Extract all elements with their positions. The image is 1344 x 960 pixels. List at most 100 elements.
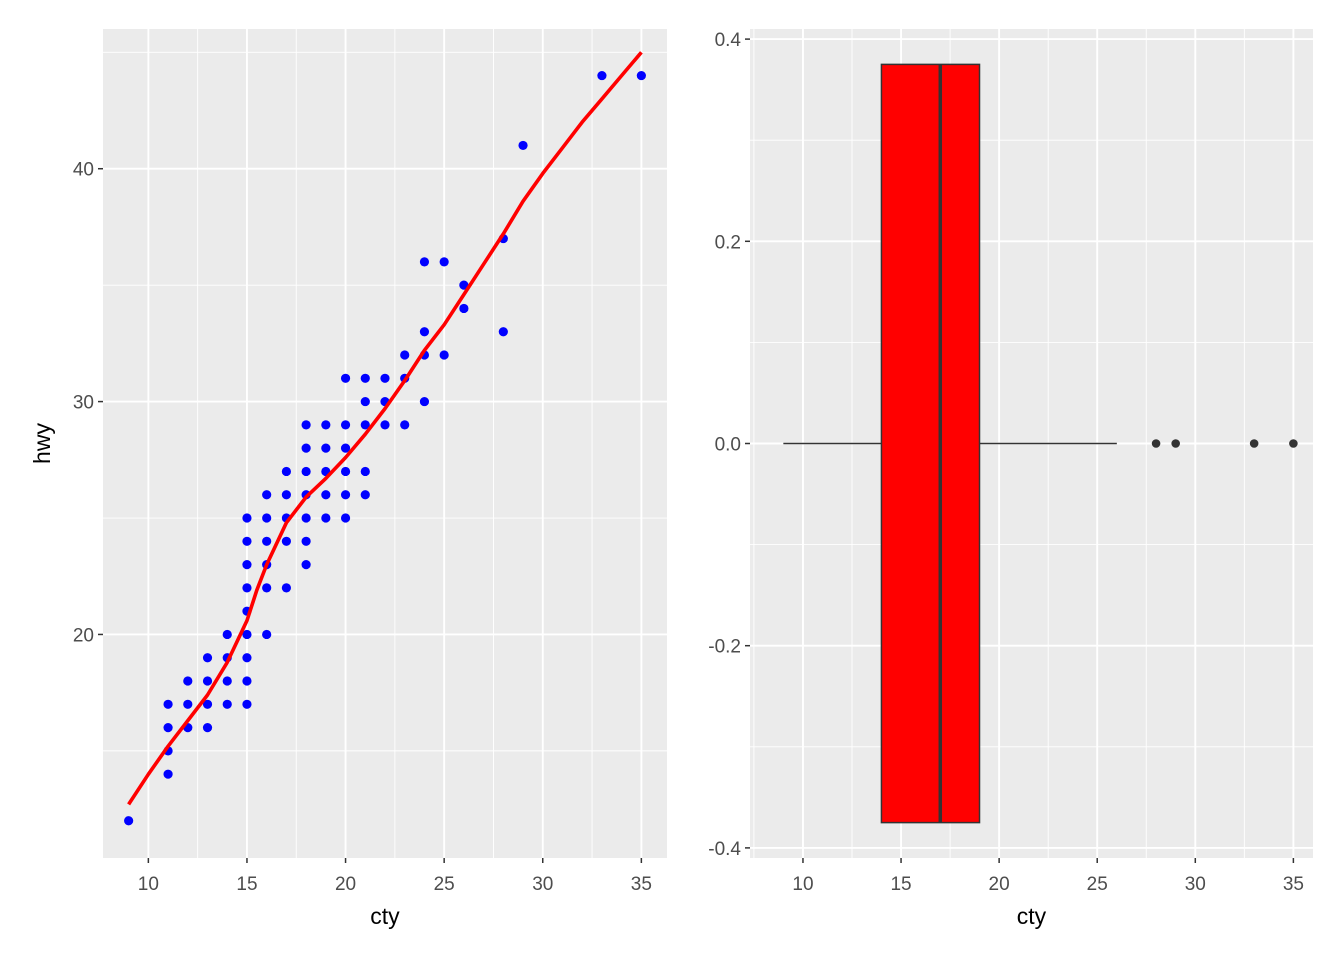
data-point	[340, 513, 351, 523]
data-point	[222, 676, 232, 686]
data-point	[163, 722, 173, 733]
data-point	[262, 536, 272, 546]
data-point	[321, 490, 331, 500]
data-point	[242, 513, 252, 523]
y-tick-label: 20	[73, 625, 94, 646]
data-point	[419, 257, 430, 267]
data-point	[380, 420, 390, 430]
y-tick-label: -0.4	[708, 839, 741, 860]
data-point	[400, 350, 410, 360]
data-point	[636, 70, 646, 81]
data-point	[321, 443, 331, 453]
x-tick-label: 20	[335, 874, 356, 895]
data-point	[183, 676, 193, 686]
y-tick-label: 40	[73, 160, 94, 181]
outlier-point	[1249, 439, 1259, 448]
x-axis-title: cty	[370, 903, 400, 929]
y-tick-label: 0.2	[715, 232, 741, 253]
data-point	[321, 420, 331, 430]
data-point	[380, 373, 390, 383]
x-tick-label: 35	[631, 874, 652, 895]
scatter-points	[124, 70, 646, 826]
data-point	[459, 303, 469, 314]
y-tick-label: 0.4	[715, 30, 742, 51]
data-point	[597, 70, 607, 81]
data-point	[301, 559, 311, 570]
data-point	[439, 257, 449, 267]
data-point	[439, 350, 449, 360]
scatter-panel: 10 15 20 25 30 35 20 30 40 cty hwy	[29, 29, 667, 929]
data-point	[242, 676, 252, 686]
data-point	[202, 676, 213, 686]
data-point	[340, 466, 351, 477]
data-point	[281, 466, 291, 477]
x-tick-label: 30	[1185, 874, 1206, 895]
data-point	[340, 490, 351, 500]
data-point	[360, 373, 370, 383]
x-tick-label: 20	[989, 874, 1010, 895]
data-point	[340, 420, 351, 430]
data-point	[301, 443, 311, 453]
data-point	[360, 420, 370, 430]
data-point	[419, 396, 430, 407]
data-point	[360, 466, 370, 477]
data-point	[202, 699, 213, 709]
data-point	[301, 536, 311, 546]
data-point	[301, 420, 311, 430]
smooth-trend-line	[127, 51, 643, 806]
data-point	[242, 699, 252, 709]
y-tick-label: 0.0	[715, 435, 741, 456]
data-point	[262, 490, 272, 500]
data-point	[301, 513, 311, 523]
data-point	[340, 443, 351, 453]
data-point	[459, 280, 469, 290]
data-point	[518, 140, 528, 151]
x-tick-label: 10	[792, 874, 813, 895]
data-point	[301, 466, 311, 477]
panel-background	[103, 29, 667, 858]
data-point	[222, 699, 232, 709]
x-tick-label: 30	[532, 874, 553, 895]
data-point	[321, 513, 331, 523]
data-point	[222, 629, 232, 640]
x-tick-label: 10	[138, 874, 159, 895]
data-point	[242, 559, 252, 570]
outlier-point	[1171, 439, 1180, 448]
x-tick-label: 15	[890, 874, 911, 895]
data-point	[242, 629, 252, 640]
x-tick-label: 25	[1087, 874, 1108, 895]
data-point	[262, 629, 272, 640]
data-point	[202, 653, 213, 663]
outlier-point	[1289, 439, 1298, 448]
data-point	[281, 490, 291, 500]
data-point	[400, 420, 410, 430]
data-point	[360, 490, 370, 500]
data-point	[262, 583, 272, 593]
x-axis-title: cty	[1017, 903, 1047, 929]
y-axis-title: hwy	[29, 423, 55, 464]
data-point	[281, 536, 291, 546]
data-point	[163, 769, 173, 779]
data-point	[360, 396, 370, 407]
x-tick-label: 15	[236, 874, 257, 895]
y-tick-label: 30	[73, 393, 94, 414]
data-point	[202, 722, 213, 733]
data-point	[419, 327, 430, 337]
data-point	[183, 699, 193, 709]
data-point	[242, 653, 252, 663]
y-tick-label: -0.2	[708, 637, 741, 658]
data-point	[242, 536, 252, 546]
data-point	[124, 816, 134, 826]
x-tick-label: 25	[434, 874, 455, 895]
x-tick-label: 35	[1283, 874, 1304, 895]
data-point	[262, 513, 272, 523]
data-point	[163, 699, 173, 709]
boxplot	[783, 63, 1298, 824]
data-point	[498, 327, 508, 337]
boxplot-panel: 10 15 20 25 30 35 -0.4 -0.2 0.0 0.2 0.4 cty	[708, 29, 1313, 929]
iqr-box	[880, 63, 981, 824]
outlier-point	[1151, 439, 1161, 448]
data-point	[242, 583, 252, 593]
